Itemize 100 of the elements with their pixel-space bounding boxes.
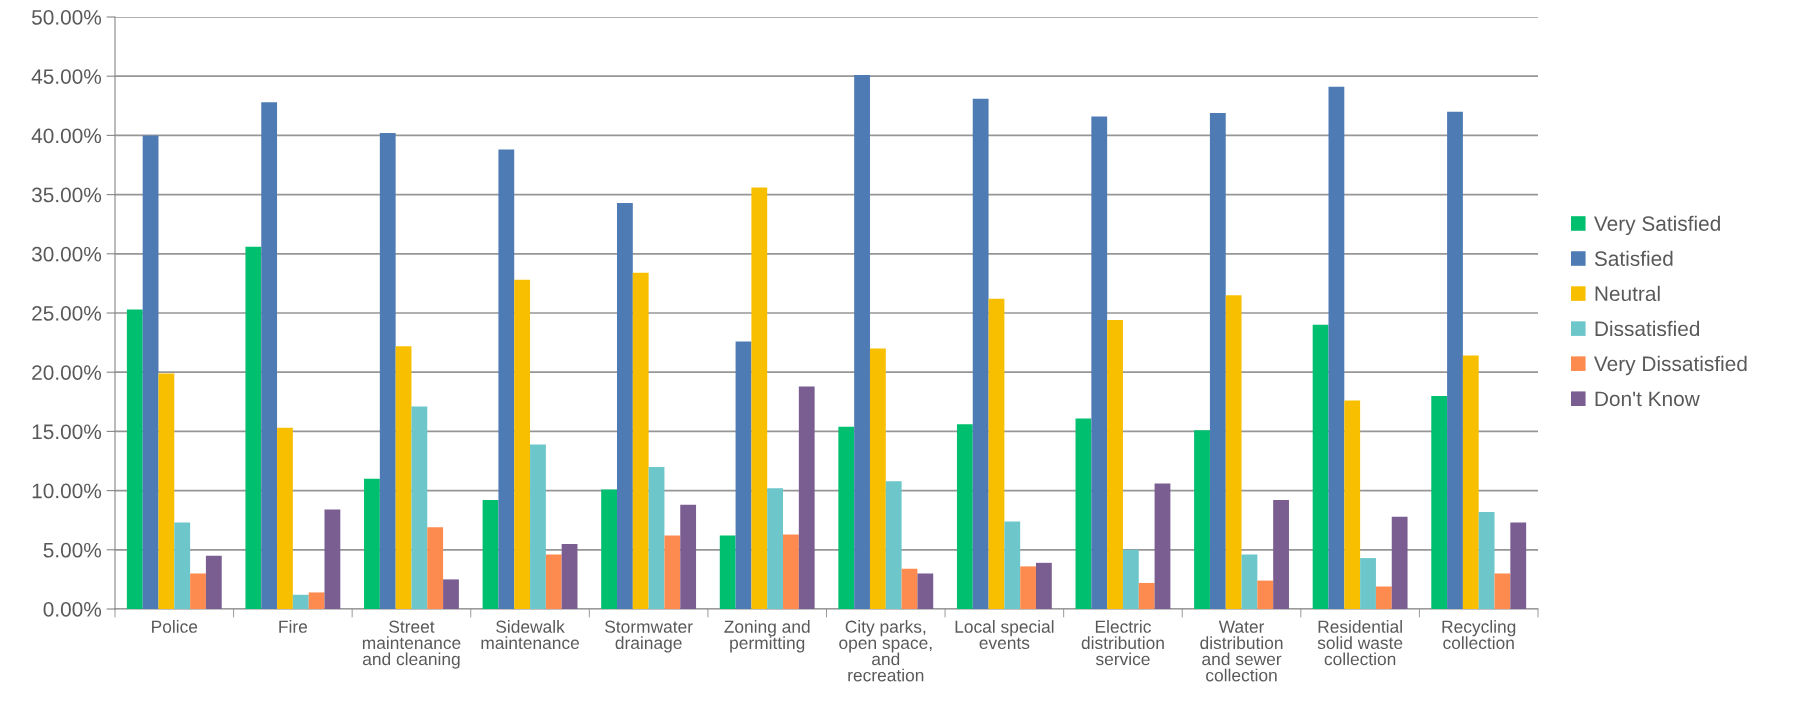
- bar: [205, 555, 222, 609]
- y-tick-label: 10.00%: [32, 483, 102, 499]
- bar: [632, 272, 649, 609]
- bar: [395, 346, 412, 609]
- bar: [798, 386, 815, 609]
- x-tick-label: Zoning and permitting: [724, 620, 810, 653]
- bar: [885, 481, 902, 609]
- legend-label: Dissatisfied: [1595, 320, 1700, 337]
- bar: [1391, 516, 1408, 609]
- bar: [1107, 320, 1123, 609]
- bar: [126, 309, 143, 609]
- bar: [1375, 586, 1392, 609]
- legend-label: Don't Know: [1595, 391, 1700, 407]
- bar: [411, 406, 428, 609]
- bar: [680, 504, 697, 609]
- bar: [498, 149, 515, 609]
- bar: [292, 594, 309, 609]
- bar: [988, 298, 1005, 609]
- bar: [1312, 324, 1329, 609]
- y-tick-label: 0.00%: [43, 602, 102, 617]
- y-tick-label: 35.00%: [31, 187, 102, 203]
- y-tick-label: 45.00%: [31, 69, 102, 84]
- bar: [1360, 558, 1376, 609]
- bar: [1447, 111, 1463, 609]
- bar: [530, 444, 546, 609]
- bar: [545, 554, 562, 609]
- bar: [1194, 430, 1210, 609]
- bar: [648, 466, 665, 609]
- x-tick-label: Sidewalk maintenance: [481, 620, 579, 650]
- bar: [1510, 522, 1527, 609]
- bar: [664, 535, 681, 609]
- bar: [1241, 554, 1258, 609]
- bar: [561, 543, 578, 609]
- bar: [1138, 582, 1155, 609]
- legend-label: Very Dissatisfied: [1593, 355, 1747, 376]
- bar: [158, 373, 175, 609]
- bar: [972, 98, 989, 609]
- bar: [901, 568, 918, 609]
- bar: [261, 102, 278, 609]
- bar: [838, 426, 855, 609]
- bar: [1020, 566, 1036, 609]
- y-tick-label: 5.00%: [43, 542, 102, 558]
- y-tick-label: 20.00%: [32, 365, 102, 380]
- bar: [324, 509, 341, 609]
- x-tick-label: Residential solid waste collection: [1317, 620, 1403, 666]
- bar: [1344, 400, 1361, 609]
- x-tick-label: Water distribution and sewer collection: [1200, 620, 1283, 682]
- bar: [783, 534, 799, 609]
- bar: [854, 75, 870, 609]
- bar: [1494, 573, 1511, 609]
- bar: [751, 187, 768, 609]
- bar: [1273, 500, 1289, 609]
- bar: [142, 135, 159, 609]
- y-tick-label: 40.00%: [31, 128, 102, 144]
- bar: [601, 489, 617, 609]
- bar: [1004, 521, 1021, 609]
- x-tick-label: Electric distribution service: [1081, 620, 1164, 666]
- bar: [617, 202, 633, 609]
- legend-label: Very Satisfied: [1593, 215, 1720, 236]
- bar: [719, 535, 736, 609]
- bar: [1462, 355, 1479, 609]
- x-tick-label: Fire: [279, 620, 308, 633]
- legend-label: Neutral: [1595, 285, 1660, 302]
- bar: [1036, 562, 1052, 609]
- bar: [1122, 549, 1139, 609]
- bar: [190, 573, 206, 609]
- y-tick-label: 15.00%: [32, 424, 102, 440]
- legend-label: Satisfied: [1594, 250, 1673, 267]
- x-tick-label: Local special events: [955, 620, 1054, 650]
- bar: [956, 424, 973, 609]
- bar: [917, 573, 934, 609]
- bar: [1154, 483, 1171, 609]
- y-tick-label: 25.00%: [32, 306, 102, 321]
- x-tick-label: City parks, open space, and recreation: [839, 620, 932, 682]
- bar: [1209, 112, 1226, 609]
- bar: [364, 478, 380, 609]
- bar: [245, 246, 262, 609]
- bar: [443, 579, 459, 609]
- x-tick-label: Recycling collection: [1442, 620, 1516, 650]
- bar: [869, 348, 886, 609]
- x-tick-label: Stormwater drainage: [605, 620, 693, 653]
- bar: [767, 488, 784, 609]
- bar: [1328, 86, 1345, 609]
- bar: [735, 341, 752, 609]
- bar: [308, 592, 325, 609]
- bar: [1091, 116, 1108, 609]
- bar: [1257, 580, 1274, 609]
- x-tick-label: Street maintenance and cleaning: [362, 620, 461, 669]
- x-tick-label: Police: [152, 620, 198, 633]
- bar: [514, 279, 531, 609]
- bar: [1431, 395, 1448, 609]
- bar: [1075, 418, 1092, 609]
- bar: [427, 527, 444, 609]
- y-tick-label: 50.00%: [31, 10, 102, 25]
- bar: [174, 522, 191, 609]
- bar: [1225, 295, 1242, 609]
- bar: [1478, 511, 1495, 609]
- bar: [277, 427, 293, 609]
- bar: [379, 133, 396, 609]
- y-tick-label: 30.00%: [31, 246, 102, 262]
